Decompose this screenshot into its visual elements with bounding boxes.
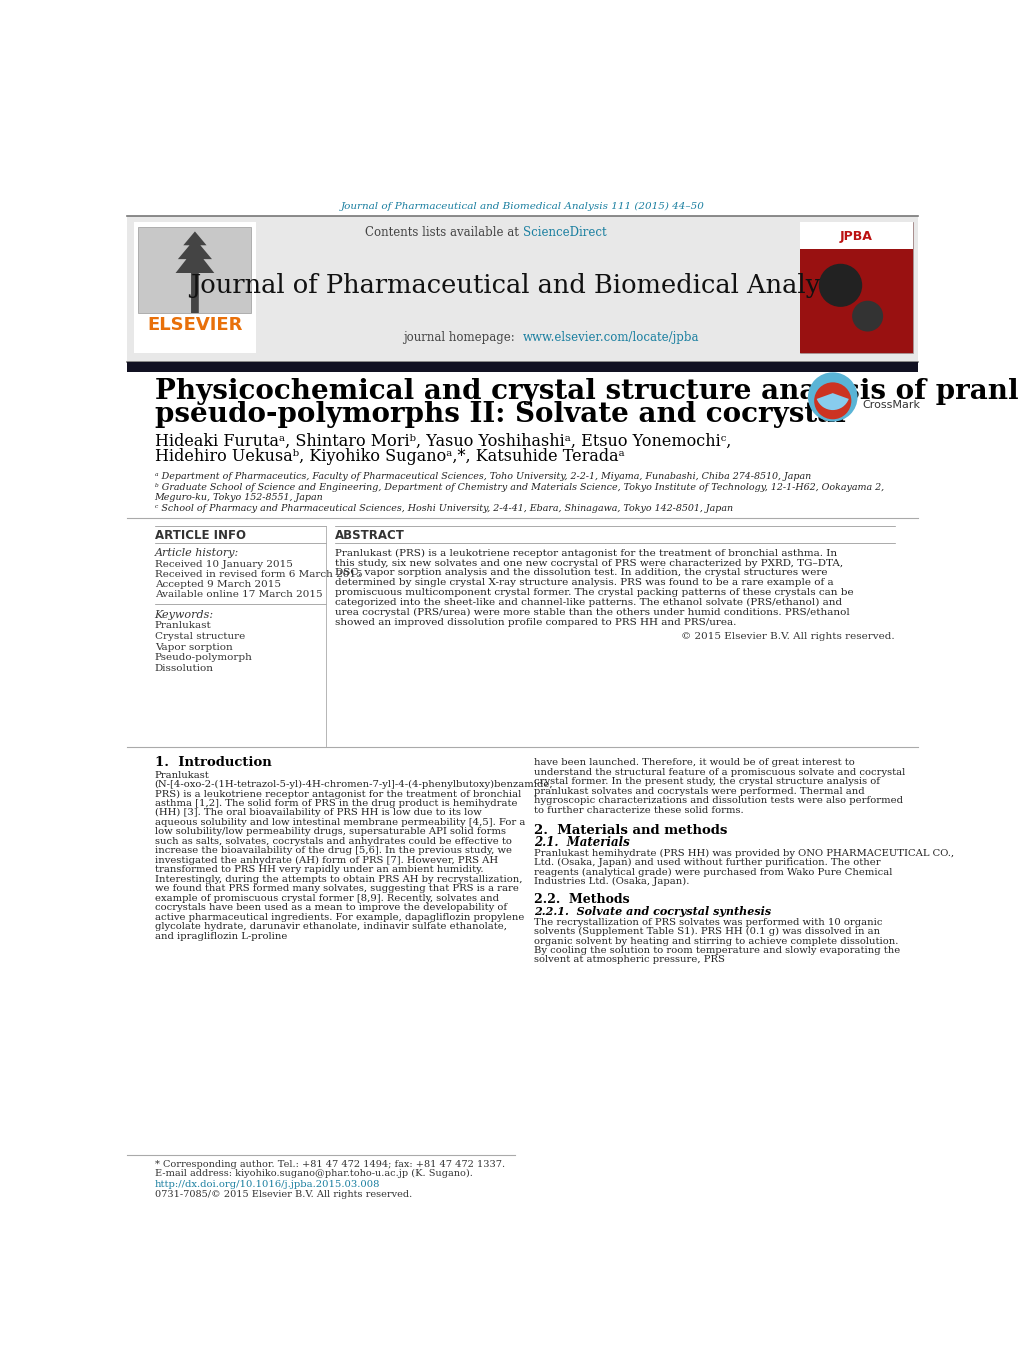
Text: understand the structural feature of a promiscuous solvate and cocrystal: understand the structural feature of a p… [534, 767, 905, 777]
Text: 2.1.  Materials: 2.1. Materials [534, 836, 630, 850]
Text: Interestingly, during the attempts to obtain PRS AH by recrystallization,: Interestingly, during the attempts to ob… [155, 874, 522, 884]
Text: active pharmaceutical ingredients. For example, dapagliflozin propylene: active pharmaceutical ingredients. For e… [155, 913, 524, 921]
FancyBboxPatch shape [800, 249, 912, 353]
Text: ᵇ Graduate School of Science and Engineering, Department of Chemistry and Materi: ᵇ Graduate School of Science and Enginee… [155, 482, 882, 492]
Text: crystal former. In the present study, the crystal structure analysis of: crystal former. In the present study, th… [534, 777, 879, 786]
Text: Pranlukast hemihydrate (PRS HH) was provided by ONO PHARMACEUTICAL CO.,: Pranlukast hemihydrate (PRS HH) was prov… [534, 848, 954, 858]
Text: categorized into the sheet-like and channel-like patterns. The ethanol solvate (: categorized into the sheet-like and chan… [335, 598, 842, 607]
Polygon shape [175, 231, 214, 313]
Circle shape [851, 301, 882, 331]
Circle shape [807, 373, 857, 422]
Text: Ltd. (Osaka, Japan) and used without further purification. The other: Ltd. (Osaka, Japan) and used without fur… [534, 858, 880, 867]
Text: Hidehiro Uekusaᵇ, Kiyohiko Suganoᵃ,*, Katsuhide Teradaᵃ: Hidehiro Uekusaᵇ, Kiyohiko Suganoᵃ,*, Ka… [155, 447, 624, 465]
Text: and ipragliflozin L-proline: and ipragliflozin L-proline [155, 932, 286, 940]
Text: 2.2.  Methods: 2.2. Methods [534, 893, 630, 905]
Text: © 2015 Elsevier B.V. All rights reserved.: © 2015 Elsevier B.V. All rights reserved… [681, 632, 894, 642]
Text: www.elsevier.com/locate/jpba: www.elsevier.com/locate/jpba [522, 331, 699, 345]
Text: Journal of Pharmaceutical and Biomedical Analysis 111 (2015) 44–50: Journal of Pharmaceutical and Biomedical… [340, 203, 704, 211]
Text: 2.2.1.  Solvate and cocrystal synthesis: 2.2.1. Solvate and cocrystal synthesis [534, 905, 770, 917]
Text: have been launched. Therefore, it would be of great interest to: have been launched. Therefore, it would … [534, 758, 854, 767]
Text: ScienceDirect: ScienceDirect [522, 227, 605, 239]
Text: ABSTRACT: ABSTRACT [335, 530, 405, 542]
FancyBboxPatch shape [127, 216, 917, 362]
Text: low solubility/low permeability drugs, supersaturable API solid forms: low solubility/low permeability drugs, s… [155, 827, 505, 836]
Text: asthma [1,2]. The solid form of PRS in the drug product is hemihydrate: asthma [1,2]. The solid form of PRS in t… [155, 798, 517, 808]
Text: such as salts, solvates, cocrystals and anhydrates could be effective to: such as salts, solvates, cocrystals and … [155, 836, 511, 846]
Text: ELSEVIER: ELSEVIER [147, 316, 243, 334]
Text: 1.  Introduction: 1. Introduction [155, 757, 271, 769]
Text: organic solvent by heating and stirring to achieve complete dissolution.: organic solvent by heating and stirring … [534, 936, 898, 946]
Text: promiscuous multicomponent crystal former. The crystal packing patterns of these: promiscuous multicomponent crystal forme… [335, 588, 853, 597]
Text: ᶜ School of Pharmacy and Pharmaceutical Sciences, Hoshi University, 2-4-41, Ebar: ᶜ School of Pharmacy and Pharmaceutical … [155, 504, 732, 513]
Text: this study, six new solvates and one new cocrystal of PRS were characterized by : this study, six new solvates and one new… [335, 558, 843, 567]
Text: Meguro-ku, Tokyo 152-8551, Japan: Meguro-ku, Tokyo 152-8551, Japan [155, 493, 323, 503]
Text: pseudo-polymorphs II: Solvate and cocrystal: pseudo-polymorphs II: Solvate and cocrys… [155, 401, 845, 428]
Circle shape [818, 263, 861, 307]
Text: The recrystallization of PRS solvates was performed with 10 organic: The recrystallization of PRS solvates wa… [534, 917, 882, 927]
Text: pranlukast solvates and cocrystals were performed. Thermal and: pranlukast solvates and cocrystals were … [534, 786, 864, 796]
Text: 0731-7085/© 2015 Elsevier B.V. All rights reserved.: 0731-7085/© 2015 Elsevier B.V. All right… [155, 1190, 412, 1200]
Text: http://dx.doi.org/10.1016/j.jpba.2015.03.008: http://dx.doi.org/10.1016/j.jpba.2015.03… [155, 1181, 380, 1189]
Text: determined by single crystal X-ray structure analysis. PRS was found to be a rar: determined by single crystal X-ray struc… [335, 578, 833, 588]
Text: Journal of Pharmaceutical and Biomedical Analysis: Journal of Pharmaceutical and Biomedical… [190, 273, 855, 297]
Text: Physicochemical and crystal structure analysis of pranlukast: Physicochemical and crystal structure an… [155, 378, 1019, 405]
FancyBboxPatch shape [139, 227, 252, 313]
Text: Received in revised form 6 March 2015: Received in revised form 6 March 2015 [155, 570, 362, 578]
Text: showed an improved dissolution profile compared to PRS HH and PRS/urea.: showed an improved dissolution profile c… [335, 617, 736, 627]
FancyBboxPatch shape [127, 362, 917, 373]
FancyBboxPatch shape [800, 222, 912, 249]
Text: Hideaki Furutaᵃ, Shintaro Moriᵇ, Yasuo Yoshihashiᵃ, Etsuo Yonemochiᶜ,: Hideaki Furutaᵃ, Shintaro Moriᵇ, Yasuo Y… [155, 432, 731, 450]
Text: Vapor sorption: Vapor sorption [155, 643, 232, 651]
Text: Contents lists available at: Contents lists available at [365, 227, 522, 239]
Circle shape [813, 382, 851, 419]
Text: 2.  Materials and methods: 2. Materials and methods [534, 824, 727, 836]
Text: Pseudo-polymorph: Pseudo-polymorph [155, 654, 253, 662]
Text: JPBA: JPBA [839, 230, 871, 243]
Text: (HH) [3]. The oral bioavailability of PRS HH is low due to its low: (HH) [3]. The oral bioavailability of PR… [155, 808, 481, 817]
Text: urea cocrystal (PRS/urea) were more stable than the others under humid condition: urea cocrystal (PRS/urea) were more stab… [335, 608, 849, 617]
Text: Accepted 9 March 2015: Accepted 9 March 2015 [155, 580, 280, 589]
Text: investigated the anhydrate (AH) form of PRS [7]. However, PRS AH: investigated the anhydrate (AH) form of … [155, 855, 497, 865]
Text: increase the bioavailability of the drug [5,6]. In the previous study, we: increase the bioavailability of the drug… [155, 846, 512, 855]
Text: DSC, vapor sorption analysis and the dissolution test. In addition, the crystal : DSC, vapor sorption analysis and the dis… [335, 569, 826, 577]
Text: Pranlukast: Pranlukast [155, 770, 209, 780]
Text: CrossMark: CrossMark [861, 400, 919, 409]
Text: By cooling the solution to room temperature and slowly evaporating the: By cooling the solution to room temperat… [534, 946, 900, 955]
Text: Pranlukast (PRS) is a leukotriene receptor antagonist for the treatment of bronc: Pranlukast (PRS) is a leukotriene recept… [335, 549, 837, 558]
Wedge shape [816, 393, 848, 411]
Text: Pranlukast: Pranlukast [155, 621, 211, 630]
FancyBboxPatch shape [800, 222, 912, 353]
Text: journal homepage:: journal homepage: [404, 331, 522, 345]
Text: Keywords:: Keywords: [155, 609, 214, 620]
Text: to further characterize these solid forms.: to further characterize these solid form… [534, 805, 743, 815]
Text: Industries Ltd. (Osaka, Japan).: Industries Ltd. (Osaka, Japan). [534, 877, 689, 886]
FancyBboxPatch shape [133, 222, 256, 353]
Text: Article history:: Article history: [155, 549, 238, 558]
Text: E-mail address: kiyohiko.sugano@phar.toho-u.ac.jp (K. Sugano).: E-mail address: kiyohiko.sugano@phar.toh… [155, 1170, 472, 1178]
Text: ᵃ Department of Pharmaceutics, Faculty of Pharmaceutical Sciences, Toho Universi: ᵃ Department of Pharmaceutics, Faculty o… [155, 471, 810, 481]
Text: solvent at atmospheric pressure, PRS: solvent at atmospheric pressure, PRS [534, 955, 725, 965]
Text: reagents (analytical grade) were purchased from Wako Pure Chemical: reagents (analytical grade) were purchas… [534, 867, 892, 877]
Text: ARTICLE INFO: ARTICLE INFO [155, 530, 246, 542]
Text: * Corresponding author. Tel.: +81 47 472 1494; fax: +81 47 472 1337.: * Corresponding author. Tel.: +81 47 472… [155, 1161, 504, 1169]
Text: Dissolution: Dissolution [155, 665, 213, 673]
Text: example of promiscuous crystal former [8,9]. Recently, solvates and: example of promiscuous crystal former [8… [155, 893, 498, 902]
Text: hygroscopic characterizations and dissolution tests were also performed: hygroscopic characterizations and dissol… [534, 796, 903, 805]
Text: PRS) is a leukotriene receptor antagonist for the treatment of bronchial: PRS) is a leukotriene receptor antagonis… [155, 789, 521, 798]
Text: transformed to PRS HH very rapidly under an ambient humidity.: transformed to PRS HH very rapidly under… [155, 865, 483, 874]
Text: we found that PRS formed many solvates, suggesting that PRS is a rare: we found that PRS formed many solvates, … [155, 884, 518, 893]
Text: (N-[4-oxo-2-(1H-tetrazol-5-yl)-4H-chromen-7-yl]-4-(4-phenylbutoxy)benzamide,: (N-[4-oxo-2-(1H-tetrazol-5-yl)-4H-chrome… [155, 780, 552, 789]
Text: cocrystals have been used as a mean to improve the developability of: cocrystals have been used as a mean to i… [155, 902, 506, 912]
Text: solvents (Supplement Table S1). PRS HH (0.1 g) was dissolved in an: solvents (Supplement Table S1). PRS HH (… [534, 927, 879, 936]
Text: Available online 17 March 2015: Available online 17 March 2015 [155, 589, 322, 598]
Text: glycolate hydrate, darunavir ethanolate, indinavir sulfate ethanolate,: glycolate hydrate, darunavir ethanolate,… [155, 923, 506, 931]
Text: aqueous solubility and low intestinal membrane permeability [4,5]. For a: aqueous solubility and low intestinal me… [155, 817, 525, 827]
Text: Crystal structure: Crystal structure [155, 632, 245, 640]
Text: Received 10 January 2015: Received 10 January 2015 [155, 559, 292, 569]
